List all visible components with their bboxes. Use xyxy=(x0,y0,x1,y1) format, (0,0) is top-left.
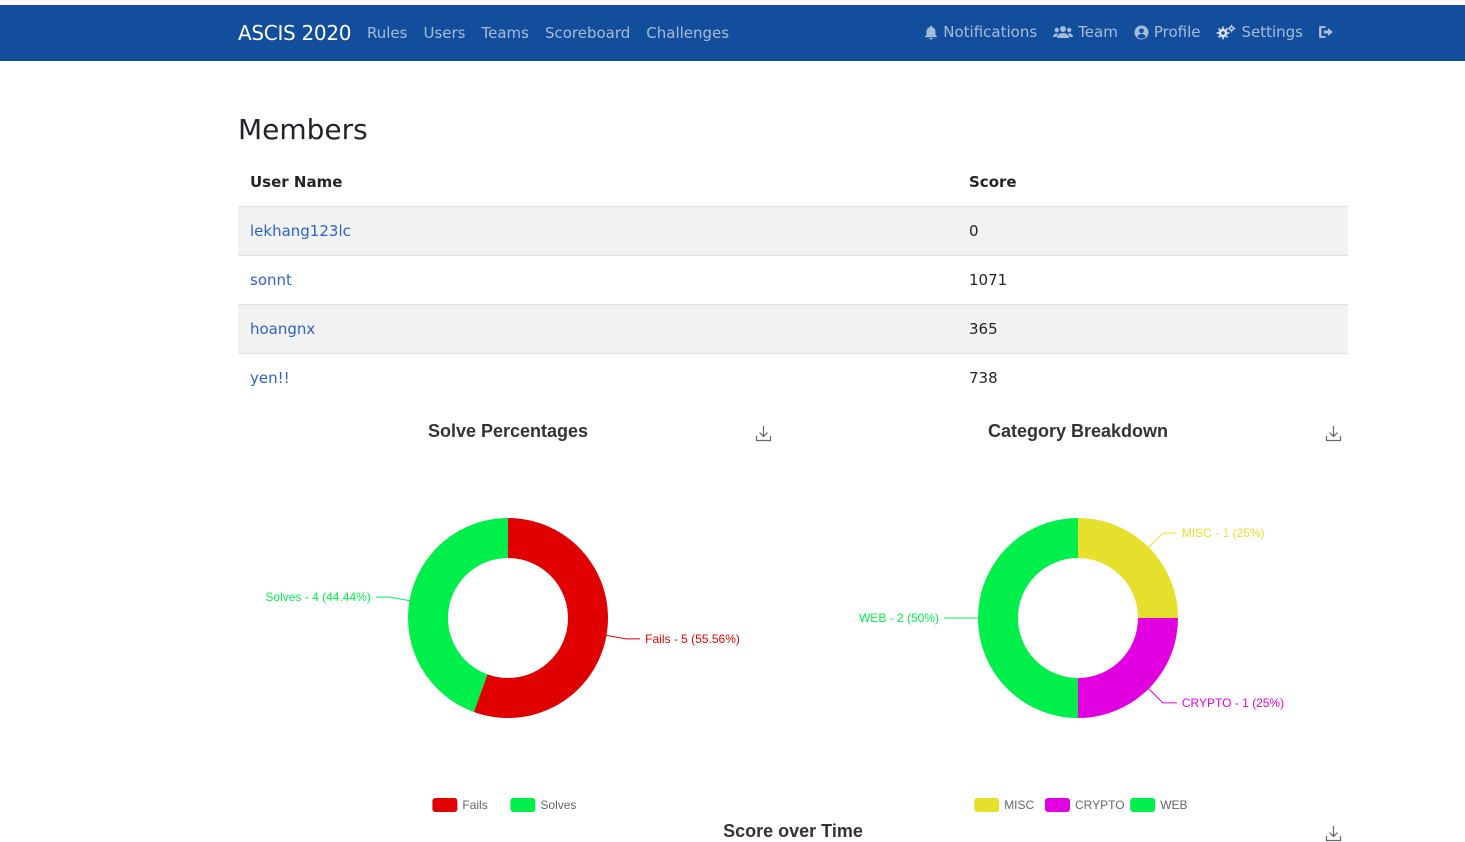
member-link[interactable]: lekhang123lc xyxy=(250,222,351,240)
nav-notifications-label: Notifications xyxy=(943,23,1038,41)
pie-slice-fails xyxy=(473,518,608,718)
members-heading: Members xyxy=(238,113,368,146)
pie-data-label: Fails - 5 (55.56%) xyxy=(645,632,740,646)
download-icon[interactable] xyxy=(1325,425,1342,442)
top-strip xyxy=(0,0,1465,5)
nav-teams[interactable]: Teams xyxy=(481,24,529,42)
pie-data-label: WEB - 2 (50%) xyxy=(859,611,939,625)
nav-users[interactable]: Users xyxy=(423,24,466,42)
table-row: sonnt 1071 xyxy=(238,255,1348,305)
legend-swatch-fails xyxy=(432,798,458,812)
legend-swatch-web xyxy=(1130,798,1156,812)
solve-chart-title: Solve Percentages xyxy=(427,421,589,441)
nav-challenges[interactable]: Challenges xyxy=(646,24,730,42)
user-circle-icon xyxy=(1134,25,1149,39)
member-link[interactable]: sonnt xyxy=(250,271,292,289)
pie-data-label: Solves - 4 (44.44%) xyxy=(265,590,370,604)
category-chart-title: Category Breakdown xyxy=(987,421,1169,441)
legend-label: Fails xyxy=(462,798,487,812)
bell-icon xyxy=(925,25,938,40)
legend-label: Solves xyxy=(540,798,576,812)
brand-link[interactable]: ASCIS 2020 xyxy=(238,21,352,45)
nav-left: Rules Users Teams Scoreboard Challenges xyxy=(367,24,729,42)
pie-label-line xyxy=(606,634,641,640)
table-row: lekhang123lc 0 xyxy=(238,206,1348,256)
logout-icon xyxy=(1319,26,1333,38)
pie-slice-web xyxy=(978,518,1078,718)
pie-slice-solves xyxy=(407,518,508,712)
nav-rules[interactable]: Rules xyxy=(367,24,408,42)
members-table: User Name Score lekhang123lc 0 sonnt 107… xyxy=(238,157,1348,402)
score-cell: 365 xyxy=(957,304,1348,354)
nav-logout[interactable] xyxy=(1319,25,1335,39)
table-row: yen!! 738 xyxy=(238,353,1348,402)
pie-slice-crypto xyxy=(1078,618,1178,718)
nav-profile[interactable]: Profile xyxy=(1134,23,1201,41)
pie-label-line xyxy=(1148,532,1177,548)
pie-label-line xyxy=(1148,688,1177,704)
score-cell: 738 xyxy=(957,353,1348,402)
legend-label: MISC xyxy=(1004,798,1034,812)
nav-settings-label: Settings xyxy=(1241,23,1303,41)
nav-scoreboard[interactable]: Scoreboard xyxy=(544,24,631,42)
legend-swatch-misc xyxy=(974,798,1000,812)
nav-team-label: Team xyxy=(1078,23,1118,41)
pie-label-line xyxy=(375,596,410,602)
nav-right: Notifications Team Profile xyxy=(924,23,1335,41)
member-link[interactable]: hoangnx xyxy=(250,320,316,338)
legend-swatch-crypto xyxy=(1045,798,1070,812)
navbar: ASCIS 2020 Rules Users Teams Scoreboard … xyxy=(0,5,1465,61)
pie-slice-misc xyxy=(1078,518,1178,618)
username-cell: yen!! xyxy=(238,353,957,402)
nav-profile-label: Profile xyxy=(1153,23,1201,41)
username-column-header: User Name xyxy=(238,157,957,207)
nav-team[interactable]: Team xyxy=(1053,23,1118,41)
nav-notifications[interactable]: Notifications xyxy=(924,23,1037,41)
score-chart-title: Score over Time xyxy=(723,821,863,841)
username-cell: lekhang123lc xyxy=(238,206,957,256)
score-cell: 1071 xyxy=(957,255,1348,305)
score-cell: 0 xyxy=(957,206,1348,256)
pie-data-label: CRYPTO - 1 (25%) xyxy=(1182,696,1284,710)
member-link[interactable]: yen!! xyxy=(250,369,290,387)
members-header-row: User Name Score xyxy=(238,157,1348,207)
pie-data-label: MISC - 1 (25%) xyxy=(1182,526,1265,540)
table-row: hoangnx 365 xyxy=(238,304,1348,354)
cogs-icon xyxy=(1216,24,1236,40)
download-icon[interactable] xyxy=(755,425,772,442)
username-cell: hoangnx xyxy=(238,304,957,354)
legend-label: WEB xyxy=(1160,798,1187,812)
users-icon xyxy=(1053,26,1074,38)
nav-settings[interactable]: Settings xyxy=(1216,23,1303,41)
legend-swatch-solves xyxy=(510,798,536,812)
username-cell: sonnt xyxy=(238,255,957,305)
legend-label: CRYPTO xyxy=(1075,798,1125,812)
